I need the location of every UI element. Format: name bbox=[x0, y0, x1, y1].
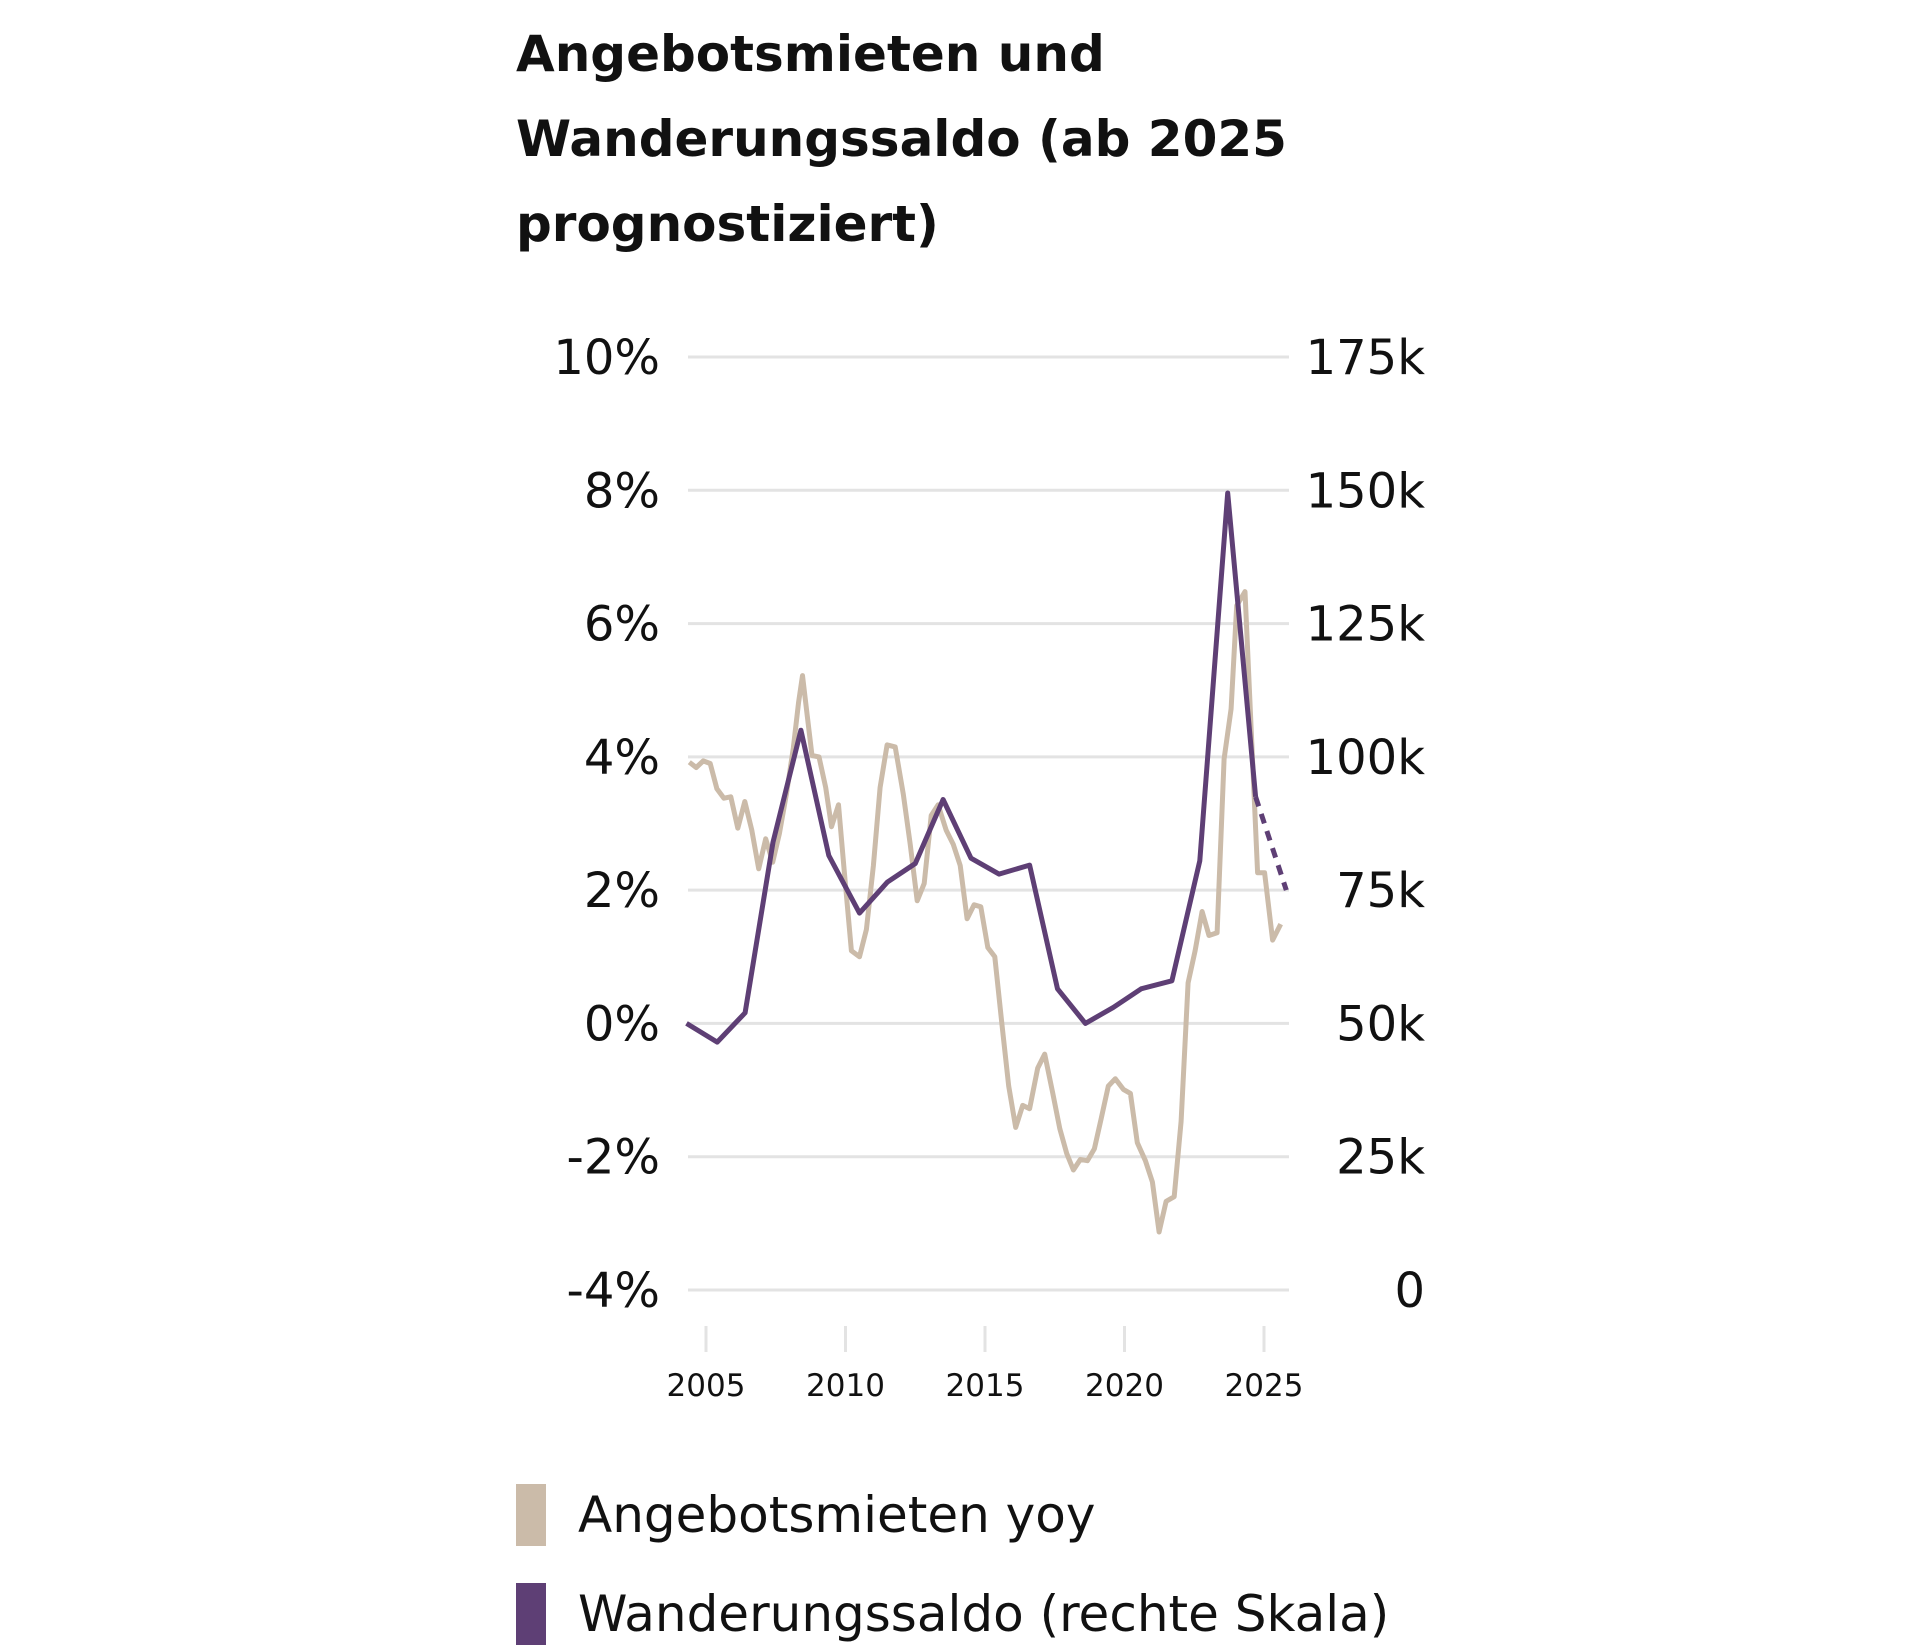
y-left-tick-label: 10% bbox=[553, 330, 660, 386]
y-right-tick-label: 100k bbox=[1306, 730, 1426, 786]
legend-label-rents: Angebotsmieten yoy bbox=[578, 1486, 1096, 1544]
y-left-tick-label: 8% bbox=[584, 463, 660, 519]
y-left-tick-label: -2% bbox=[567, 1130, 660, 1186]
y-right-tick-label: 75k bbox=[1336, 863, 1425, 919]
x-tick-label: 2015 bbox=[946, 1368, 1025, 1404]
legend-item-migration: Wanderungssaldo (rechte Skala) bbox=[516, 1583, 1389, 1645]
y-left-tick-label: 6% bbox=[584, 597, 660, 653]
y-right-tick-label: 150k bbox=[1306, 463, 1426, 519]
y-right-tick-label: 50k bbox=[1336, 996, 1425, 1052]
chart-title: Angebotsmieten und Wanderungssaldo (ab 2… bbox=[516, 25, 1287, 253]
y-left-tick-label: 0% bbox=[584, 996, 660, 1052]
series-line-migration-forecast bbox=[1253, 796, 1289, 891]
legend-swatch-migration bbox=[516, 1583, 546, 1645]
legend-swatch-rents bbox=[516, 1484, 546, 1546]
x-tick-label: 2010 bbox=[806, 1368, 885, 1404]
x-tick-label: 2005 bbox=[667, 1368, 746, 1404]
series-line-migration bbox=[685, 490, 1259, 1045]
y-left-tick-label: 4% bbox=[584, 730, 660, 786]
legend-item-rents: Angebotsmieten yoy bbox=[516, 1484, 1095, 1546]
y-right-tick-label: 25k bbox=[1336, 1130, 1425, 1186]
y-right-tick-label: 125k bbox=[1306, 597, 1426, 653]
x-tick-label: 2020 bbox=[1085, 1368, 1164, 1404]
series-line-rents bbox=[687, 589, 1283, 1235]
y-right-tick-label: 175k bbox=[1306, 330, 1426, 386]
y-left-tick-label: 2% bbox=[584, 863, 660, 919]
y-right-tick-label: 0 bbox=[1394, 1263, 1425, 1319]
legend-label-migration: Wanderungssaldo (rechte Skala) bbox=[578, 1585, 1390, 1643]
x-tick-label: 2025 bbox=[1225, 1368, 1304, 1404]
y-left-tick-label: -4% bbox=[567, 1263, 660, 1319]
